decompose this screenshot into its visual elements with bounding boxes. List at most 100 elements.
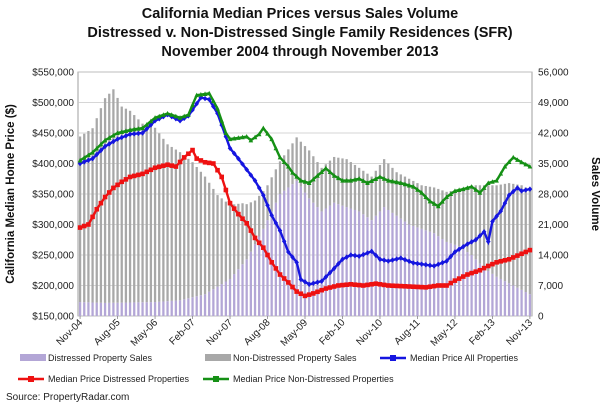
median-price-distressed-point <box>344 282 349 287</box>
median-price-non-distressed-point <box>390 178 395 184</box>
distressed-sales-bar <box>524 292 527 316</box>
non-distressed-sales-bar <box>145 125 148 303</box>
median-price-distressed-point <box>148 167 154 173</box>
y-left-axis-label: California Median Home Price ($) <box>5 104 17 284</box>
median-price-distressed-point <box>90 214 95 220</box>
distressed-sales-bar <box>520 289 523 316</box>
median-price-distressed-point <box>240 216 245 222</box>
median-price-all-point <box>369 248 374 255</box>
median-price-non-distressed-point <box>356 176 362 181</box>
median-price-all-point <box>227 145 233 151</box>
source-note: Source: PropertyRadar.com <box>6 392 129 403</box>
median-price-distressed-point <box>398 283 404 289</box>
non-distressed-sales-bar <box>303 146 307 193</box>
median-price-distressed-point <box>361 283 366 288</box>
non-distressed-sales-bar <box>137 119 140 303</box>
median-price-non-distressed-point <box>473 187 479 192</box>
distressed-sales-bar <box>295 180 298 316</box>
chart-title-line-2: Distressed v. Non-Distressed Single Fami… <box>87 25 512 41</box>
median-price-all-point <box>86 157 91 163</box>
median-price-non-distressed-point <box>165 110 170 116</box>
non-distressed-sales-bar <box>220 198 223 285</box>
median-price-all-point <box>202 95 208 102</box>
median-price-distressed-point <box>181 155 187 160</box>
distressed-sales-bar <box>103 302 107 316</box>
distressed-sales-bar <box>353 209 357 316</box>
non-distressed-sales-bar <box>478 185 482 264</box>
non-distressed-sales-bar <box>295 137 298 181</box>
non-distressed-sales-bar <box>391 167 394 213</box>
median-price-all-point <box>236 155 241 162</box>
distressed-sales-bar <box>212 289 215 316</box>
median-price-distressed-point <box>286 280 291 285</box>
median-price-all-point <box>336 261 341 267</box>
distressed-sales-bar <box>403 221 407 316</box>
non-distressed-sales-bar <box>466 186 469 253</box>
non-distressed-sales-bar <box>112 89 115 303</box>
distressed-sales-bar <box>112 302 115 316</box>
median-price-distressed-point <box>323 286 329 291</box>
median-price-all-point <box>377 256 383 262</box>
median-price-non-distressed-point <box>494 177 499 183</box>
non-distressed-sales-bar <box>432 187 436 234</box>
non-distressed-sales-bar <box>457 189 461 247</box>
median-price-distressed-point <box>294 289 299 294</box>
non-distressed-sales-bar <box>291 143 294 185</box>
distressed-sales-bar <box>378 211 382 316</box>
median-price-distressed-point <box>273 266 279 271</box>
median-price-all-point <box>215 110 220 117</box>
non-distressed-sales-bar <box>141 123 144 303</box>
median-price-all-point <box>131 131 137 137</box>
median-price-distressed-point <box>215 167 220 173</box>
legend-distressed-sales-label: Distressed Property Sales <box>48 353 153 363</box>
median-price-distressed-point <box>452 278 458 283</box>
non-distressed-sales-bar <box>412 180 415 226</box>
median-price-non-distressed-point <box>261 125 266 131</box>
distressed-sales-bar <box>528 294 532 316</box>
non-distressed-sales-bar <box>183 155 186 300</box>
median-price-non-distressed-point <box>336 175 341 181</box>
non-distressed-sales-bar <box>187 158 190 299</box>
non-distressed-sales-bar <box>462 188 465 250</box>
median-price-non-distressed-point <box>465 185 470 190</box>
median-price-non-distressed-point <box>323 165 329 171</box>
non-distressed-sales-bar <box>445 191 448 242</box>
y-left-tick-label: $250,000 <box>32 251 74 262</box>
median-price-all-point <box>494 213 499 219</box>
y-left-tick-label: $400,000 <box>32 159 74 170</box>
median-price-non-distressed-point <box>319 169 324 175</box>
median-price-distressed-point <box>490 261 495 267</box>
non-distressed-sales-bar <box>399 174 402 219</box>
median-price-non-distressed-point <box>227 136 233 142</box>
distressed-sales-bar <box>428 231 432 316</box>
distressed-sales-bar <box>91 302 94 316</box>
median-price-non-distressed-point <box>152 115 158 120</box>
y-left-tick-label: $450,000 <box>32 129 74 140</box>
median-price-distressed-point <box>111 185 116 191</box>
distressed-sales-bar <box>233 274 236 316</box>
non-distressed-sales-bar <box>449 191 452 244</box>
median-price-distressed-point <box>244 220 249 226</box>
median-price-distressed-point <box>373 281 379 286</box>
median-price-all-point <box>523 187 529 193</box>
distressed-sales-bar <box>228 278 232 316</box>
median-price-all-point <box>348 252 354 258</box>
non-distressed-sales-bar <box>249 202 252 252</box>
distressed-sales-bar <box>312 202 315 316</box>
median-price-non-distressed-point <box>265 131 270 136</box>
median-price-all-point <box>190 107 195 113</box>
non-distressed-sales-bar <box>474 185 477 260</box>
median-price-non-distressed-point <box>215 106 220 111</box>
median-price-distressed-point <box>352 282 358 287</box>
non-distressed-sales-bar <box>524 187 527 293</box>
median-price-all-point <box>386 258 391 264</box>
median-price-non-distressed-point <box>77 157 83 163</box>
median-price-all-point <box>240 161 245 167</box>
median-price-non-distressed-point <box>169 112 175 117</box>
median-price-distressed-point <box>498 259 504 264</box>
legend-median-distressed-label: Median Price Distressed Properties <box>48 374 190 384</box>
distressed-sales-bar <box>108 302 111 316</box>
median-price-all-point <box>440 260 445 266</box>
median-price-all-point <box>119 134 125 141</box>
distressed-sales-bar <box>320 211 323 316</box>
